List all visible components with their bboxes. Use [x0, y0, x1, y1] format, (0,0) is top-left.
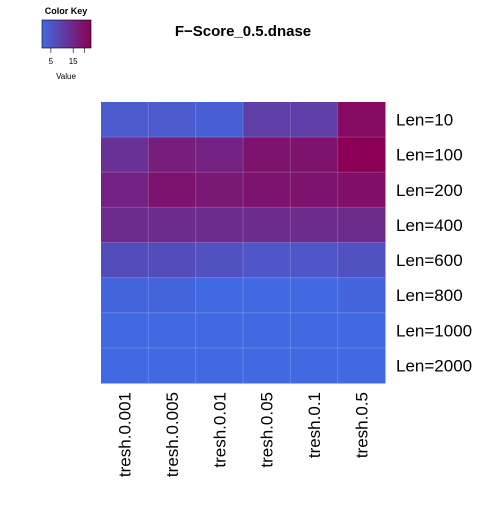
heatmap-cell — [195, 137, 244, 173]
heatmap-cell — [148, 347, 197, 384]
heatmap-cell — [195, 277, 244, 314]
heatmap-cell — [243, 102, 291, 138]
heatmap-cell — [101, 172, 149, 208]
heatmap-cell — [148, 277, 197, 314]
heatmap-cell — [337, 137, 386, 173]
heatmap-cell — [243, 137, 291, 173]
heatmap-cell — [101, 277, 149, 314]
heatmap-cell — [148, 137, 197, 173]
heatmap-cell — [148, 207, 197, 243]
color-key: Color Key 5 15 Value — [41, 6, 92, 81]
heatmap-cell — [243, 312, 291, 349]
heatmap-cell — [290, 242, 339, 279]
heatmap-cell — [337, 242, 386, 279]
column-label: tresh.0.1 — [305, 392, 324, 458]
column-label: tresh.0.01 — [210, 392, 229, 468]
heatmap-cell — [290, 172, 339, 208]
row-label: Len=10 — [396, 111, 453, 130]
heatmap-cell — [290, 137, 339, 173]
heatmap-cell — [337, 277, 386, 314]
heatmap-cell — [243, 277, 291, 314]
color-key-tick-label: 15 — [69, 57, 78, 66]
row-label: Len=2000 — [396, 356, 472, 375]
color-key-value-label: Value — [56, 72, 76, 81]
chart-title: F−Score_0.5.dnase — [175, 23, 311, 40]
heatmap-cell — [195, 242, 244, 279]
heatmap-cell — [101, 137, 149, 173]
heatmap-cell — [243, 347, 291, 384]
heatmap-cell — [195, 102, 244, 138]
heatmap-cell — [195, 312, 244, 349]
heatmap-cell — [337, 347, 386, 384]
heatmap-cell — [195, 347, 244, 384]
color-key-title: Color Key — [45, 6, 88, 16]
row-label: Len=1000 — [396, 321, 472, 340]
heatmap-cells — [101, 102, 386, 384]
color-key-ticks: 5 15 — [49, 48, 85, 66]
heatmap-cell — [243, 207, 291, 243]
heatmap-cell — [337, 207, 386, 243]
heatmap-cell — [101, 242, 149, 279]
color-key-gradient — [41, 19, 92, 49]
heatmap-cell — [101, 347, 149, 384]
heatmap-cell — [148, 102, 197, 138]
heatmap-cell — [290, 102, 339, 138]
heatmap-cell — [195, 172, 244, 208]
heatmap-cell — [148, 172, 197, 208]
row-label: Len=400 — [396, 216, 463, 235]
color-key-tick-label: 5 — [49, 57, 54, 66]
heatmap-cell — [148, 242, 197, 279]
column-label: tresh.0.05 — [258, 392, 277, 468]
row-label: Len=100 — [396, 146, 463, 165]
column-label: tresh.0.005 — [163, 392, 182, 477]
heatmap-cell — [337, 312, 386, 349]
row-labels: Len=10 Len=100 Len=200 Len=400 Len=600 Len=80… — [396, 111, 472, 376]
row-label: Len=800 — [396, 286, 463, 305]
heatmap-cell — [243, 242, 291, 279]
heatmap-cell — [243, 172, 291, 208]
heatmap-cell — [148, 312, 197, 349]
column-label: tresh.0.001 — [116, 392, 135, 477]
heatmap-cell — [101, 102, 149, 138]
heatmap-cell — [290, 347, 339, 384]
heatmap-cell — [101, 312, 149, 349]
row-label: Len=200 — [396, 181, 463, 200]
column-label: tresh.0.5 — [352, 392, 371, 458]
heatmap-cell — [101, 207, 149, 243]
heatmap-cell — [290, 312, 339, 349]
heatmap-cell — [290, 277, 339, 314]
heatmap-cell — [290, 207, 339, 243]
heatmap-cell — [337, 102, 386, 138]
heatmap-grid — [101, 102, 385, 383]
heatmap-cell — [195, 207, 244, 243]
column-labels: tresh.0.001 tresh.0.005 tresh.0.01 tresh.0.… — [116, 392, 372, 477]
heatmap-cell — [337, 172, 386, 208]
row-label: Len=600 — [396, 251, 463, 270]
